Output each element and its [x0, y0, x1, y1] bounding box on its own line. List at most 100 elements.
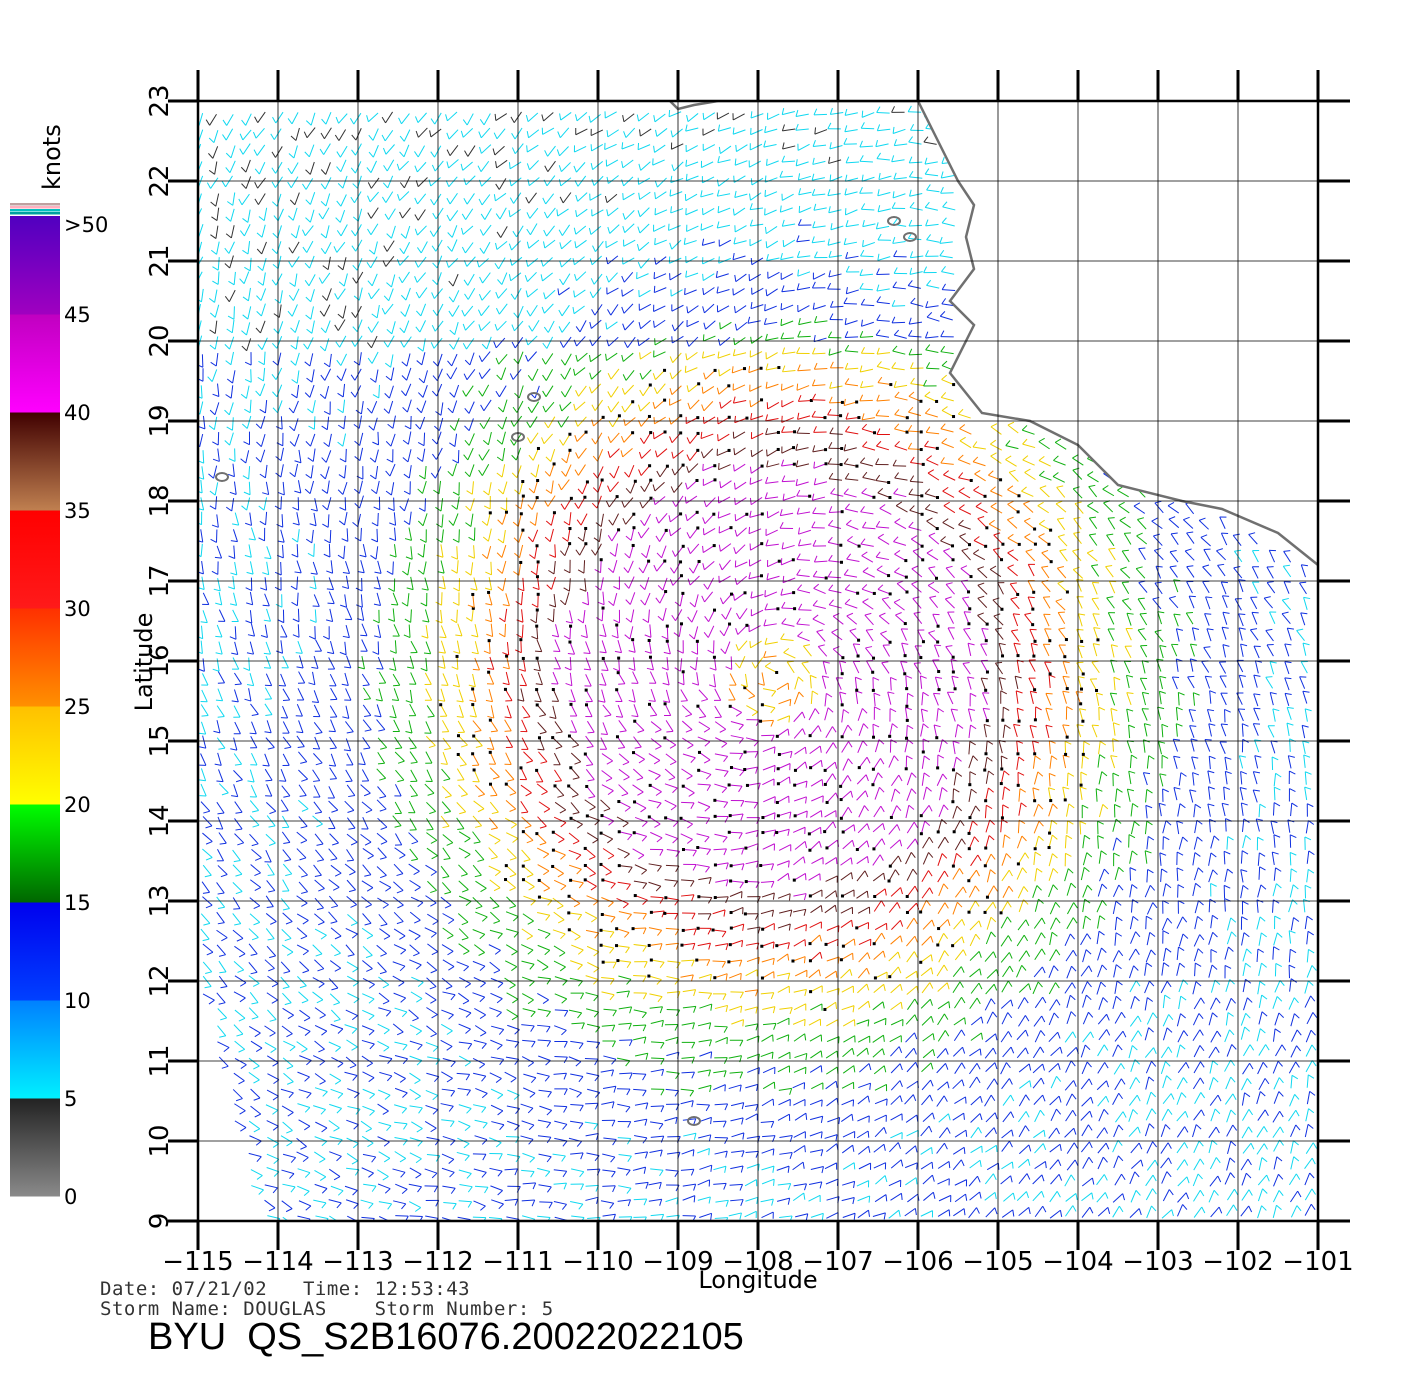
- wind-barb: [1048, 1031, 1061, 1043]
- wind-barb: [281, 655, 289, 669]
- wind-barb: [680, 1100, 694, 1108]
- wind-barb: [1227, 1140, 1237, 1155]
- wind-barb: [878, 172, 892, 181]
- rain-flag: [456, 734, 460, 738]
- wind-barb: [616, 990, 630, 998]
- rain-flag: [631, 431, 635, 435]
- wind-barb: [1112, 772, 1120, 787]
- wind-barb: [874, 786, 885, 800]
- wind-barb: [776, 682, 790, 691]
- wind-barb: [665, 1197, 679, 1205]
- wind-barb: [1283, 581, 1291, 594]
- wind-barb: [808, 873, 821, 881]
- wind-barb: [749, 219, 764, 227]
- wind-barb: [383, 159, 395, 172]
- wind-barb: [378, 1089, 391, 1100]
- wind-barb: [907, 1193, 920, 1203]
- wind-barb: [585, 1184, 599, 1192]
- wind-barb: [795, 123, 809, 131]
- wind-barb: [765, 352, 778, 360]
- rain-flag: [1000, 558, 1004, 562]
- wind-barb: [361, 927, 374, 940]
- wind-barb: [1130, 1142, 1143, 1154]
- wind-barb: [200, 610, 208, 624]
- wind-barb: [417, 480, 427, 494]
- wind-barb: [730, 847, 745, 855]
- wind-barb: [1208, 1189, 1219, 1203]
- wind-barb: [734, 225, 747, 233]
- rain-flag: [585, 480, 589, 484]
- wind-barb: [734, 560, 748, 568]
- wind-barb: [323, 543, 331, 558]
- wind-barb: [767, 271, 780, 279]
- wind-barb: [1107, 628, 1115, 641]
- rain-flag: [743, 367, 747, 371]
- wind-barb: [385, 367, 395, 381]
- wind-barb: [315, 849, 325, 862]
- wind-barb: [363, 687, 371, 701]
- wind-barb: [1096, 1192, 1109, 1203]
- wind-barb: [1103, 500, 1114, 513]
- wind-barb: [322, 514, 330, 528]
- wind-barb: [780, 318, 794, 327]
- wind-barb: [1034, 996, 1047, 1009]
- wind-barb: [1232, 533, 1242, 546]
- wind-barb: [807, 826, 822, 836]
- wind-barb: [264, 1199, 276, 1212]
- wind-barb: [553, 784, 565, 798]
- wind-barb: [632, 831, 648, 842]
- rain-flag: [905, 718, 909, 722]
- wind-barb: [528, 319, 540, 332]
- wind-barb: [350, 385, 362, 398]
- wind-barb: [309, 512, 317, 527]
- wind-barb: [766, 254, 780, 262]
- wind-barb: [337, 415, 346, 430]
- wind-barb: [601, 784, 614, 796]
- wind-barb: [766, 460, 780, 468]
- wind-barb: [1032, 1190, 1045, 1202]
- wind-barb: [605, 159, 619, 167]
- wind-barb: [624, 576, 635, 589]
- wind-barb: [1305, 1029, 1316, 1043]
- wind-barb: [288, 256, 300, 268]
- wind-barb: [538, 1153, 552, 1163]
- wind-barb: [1038, 437, 1050, 450]
- wind-barb: [1082, 994, 1092, 1008]
- wind-barb: [874, 1114, 887, 1122]
- wind-barb: [586, 832, 599, 844]
- wind-barb: [749, 192, 762, 201]
- wind-barb: [750, 591, 764, 599]
- wind-barb: [628, 689, 636, 703]
- wind-barb: [792, 873, 807, 882]
- wind-barb: [985, 885, 998, 899]
- wind-barb: [456, 961, 469, 972]
- wind-barb: [591, 543, 602, 556]
- wind-barb: [504, 752, 512, 765]
- rain-flag: [1081, 719, 1085, 723]
- wind-barb: [517, 688, 525, 702]
- wind-barb: [969, 950, 982, 961]
- wind-barb: [822, 661, 830, 675]
- wind-barb: [1265, 628, 1274, 642]
- wind-barb: [601, 878, 616, 889]
- wind-barb: [480, 399, 492, 412]
- wind-barb: [289, 418, 299, 432]
- wind-barb: [489, 801, 499, 815]
- wind-barb: [425, 1041, 439, 1052]
- wind-barb: [1027, 563, 1035, 577]
- wind-barb: [638, 464, 652, 476]
- wind-barb: [1272, 883, 1282, 897]
- wind-barb: [624, 336, 636, 348]
- wind-barb: [825, 856, 838, 865]
- wind-barb: [271, 146, 283, 158]
- wind-barb: [1305, 1108, 1315, 1122]
- wind-barb: [366, 401, 378, 414]
- wind-barb: [937, 919, 951, 931]
- wind-barb: [282, 863, 293, 877]
- wind-barb: [682, 737, 694, 749]
- wind-barb: [234, 1103, 246, 1115]
- rain-flag: [1081, 752, 1085, 756]
- wind-barb: [1241, 723, 1249, 737]
- wind-barb: [271, 367, 283, 380]
- wind-barb: [1128, 965, 1139, 979]
